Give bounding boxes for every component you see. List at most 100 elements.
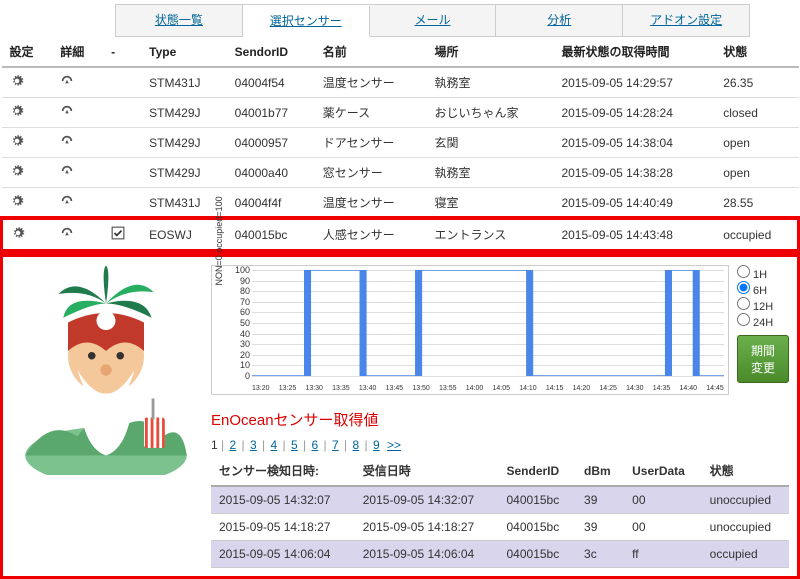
page-link[interactable]: 2: [230, 438, 237, 452]
cell-state: occupied: [702, 541, 789, 568]
cell-sendorid: 04004f54: [227, 67, 315, 98]
col-time: 最新状態の取得時間: [553, 37, 715, 67]
chart-ylabel: NON=0 occupied=100: [214, 196, 224, 285]
page-link[interactable]: 6: [312, 438, 319, 452]
cell-sendorid: 040015bc: [227, 219, 315, 251]
cell-type: STM431J: [141, 67, 227, 98]
cell-ud: 00: [624, 486, 702, 514]
tab-状態一覧[interactable]: 状態一覧: [116, 5, 243, 36]
cell-detect: 2015-09-05 14:06:04: [211, 541, 355, 568]
time-range-radios: 1H 6H 12H 24H 期間変更: [729, 265, 789, 395]
xtick: 13:25: [279, 385, 297, 392]
cell-detect: 2015-09-05 14:18:27: [211, 514, 355, 541]
col-place: 場所: [426, 37, 553, 67]
tab-選択センサー[interactable]: 選択センサー: [243, 6, 370, 37]
cell-place: 執務室: [426, 158, 553, 188]
gear-icon[interactable]: [10, 164, 24, 178]
rcol-state: 状態: [702, 456, 789, 486]
reading-row: 2015-09-05 14:06:042015-09-05 14:06:0404…: [211, 541, 789, 568]
gear-icon[interactable]: [10, 194, 24, 208]
cell-recv: 2015-09-05 14:06:04: [355, 541, 499, 568]
cell-type: STM429J: [141, 158, 227, 188]
page-link[interactable]: 3: [250, 438, 257, 452]
col-state: 状態: [715, 37, 798, 67]
reading-row: 2015-09-05 14:32:072015-09-05 14:32:0704…: [211, 486, 789, 514]
cell-sendorid: 04001b77: [227, 98, 315, 128]
page-current: 1: [211, 438, 218, 452]
gauge-icon[interactable]: [60, 104, 74, 118]
cell-dbm: 39: [576, 486, 624, 514]
gear-icon[interactable]: [10, 74, 24, 88]
cell-place: 執務室: [426, 67, 553, 98]
tab-分析[interactable]: 分析: [496, 5, 623, 36]
cell-name: 薬ケース: [315, 98, 427, 128]
cell-place: エントランス: [426, 219, 553, 251]
cell-sender: 040015bc: [499, 486, 577, 514]
cell-state: unoccupied: [702, 514, 789, 541]
cell-place: 玄関: [426, 128, 553, 158]
table-row: STM429J04000957ドアセンサー玄関2015-09-05 14:38:…: [2, 128, 799, 158]
radio-12H[interactable]: 12H: [737, 297, 789, 313]
page-link[interactable]: 9: [373, 438, 380, 452]
gauge-icon[interactable]: [60, 164, 74, 178]
tab-bar: 状態一覧選択センサーメール分析アドオン設定: [115, 4, 750, 37]
tab-アドオン設定[interactable]: アドオン設定: [623, 5, 749, 36]
cell-name: 人感センサー: [315, 219, 427, 251]
cell-recv: 2015-09-05 14:18:27: [355, 514, 499, 541]
gear-icon[interactable]: [10, 134, 24, 148]
cell-state: 26.35: [715, 67, 798, 98]
page-link[interactable]: 5: [291, 438, 298, 452]
cell-type: STM429J: [141, 128, 227, 158]
xtick: 13:35: [332, 385, 350, 392]
rcol-dbm: dBm: [576, 456, 624, 486]
cell-ud: 00: [624, 514, 702, 541]
tab-メール[interactable]: メール: [370, 5, 497, 36]
cell-recv: 2015-09-05 14:32:07: [355, 486, 499, 514]
cell-state: closed: [715, 98, 798, 128]
table-row: STM431J04004f54温度センサー執務室2015-09-05 14:29…: [2, 67, 799, 98]
table-row: EOSWJ040015bc人感センサーエントランス2015-09-05 14:4…: [2, 219, 799, 251]
xtick: 14:15: [546, 385, 564, 392]
xtick: 14:20: [573, 385, 591, 392]
gauge-icon[interactable]: [60, 134, 74, 148]
gauge-icon[interactable]: [60, 74, 74, 88]
col-detail: 詳細: [52, 37, 103, 67]
cell-name: 窓センサー: [315, 158, 427, 188]
rcol-sender: SenderID: [499, 456, 577, 486]
xtick: 13:45: [386, 385, 404, 392]
cell-name: ドアセンサー: [315, 128, 427, 158]
col-name: 名前: [315, 37, 427, 67]
col-sel: -: [103, 37, 141, 67]
gauge-icon[interactable]: [60, 226, 74, 240]
page-link[interactable]: 8: [353, 438, 360, 452]
radio-6H[interactable]: 6H: [737, 281, 789, 297]
gear-icon[interactable]: [11, 226, 25, 240]
cell-time: 2015-09-05 14:29:57: [553, 67, 715, 98]
radio-24H[interactable]: 24H: [737, 313, 789, 329]
cell-dbm: 3c: [576, 541, 624, 568]
cell-sendorid: 04000957: [227, 128, 315, 158]
detail-panel: NON=0 occupied=1000102030405060708090100…: [0, 254, 800, 579]
page-link[interactable]: 4: [271, 438, 278, 452]
cell-sender: 040015bc: [499, 514, 577, 541]
cell-time: 2015-09-05 14:28:24: [553, 98, 715, 128]
radio-1H[interactable]: 1H: [737, 265, 789, 281]
xtick: 14:05: [492, 385, 510, 392]
page-next[interactable]: >>: [387, 438, 401, 452]
cell-state: 28.55: [715, 188, 798, 219]
gauge-icon[interactable]: [60, 194, 74, 208]
page-link[interactable]: 7: [332, 438, 339, 452]
xtick: 13:50: [412, 385, 430, 392]
cell-time: 2015-09-05 14:43:48: [553, 219, 715, 251]
cell-name: 温度センサー: [315, 67, 427, 98]
cell-type: STM429J: [141, 98, 227, 128]
xtick: 13:20: [252, 385, 270, 392]
col-settings: 設定: [2, 37, 53, 67]
gear-icon[interactable]: [10, 104, 24, 118]
cell-state: unoccupied: [702, 486, 789, 514]
xtick: 13:40: [359, 385, 377, 392]
cell-ud: ff: [624, 541, 702, 568]
xtick: 14:30: [626, 385, 644, 392]
cell-place: 寝室: [426, 188, 553, 219]
apply-range-button[interactable]: 期間変更: [737, 335, 789, 383]
